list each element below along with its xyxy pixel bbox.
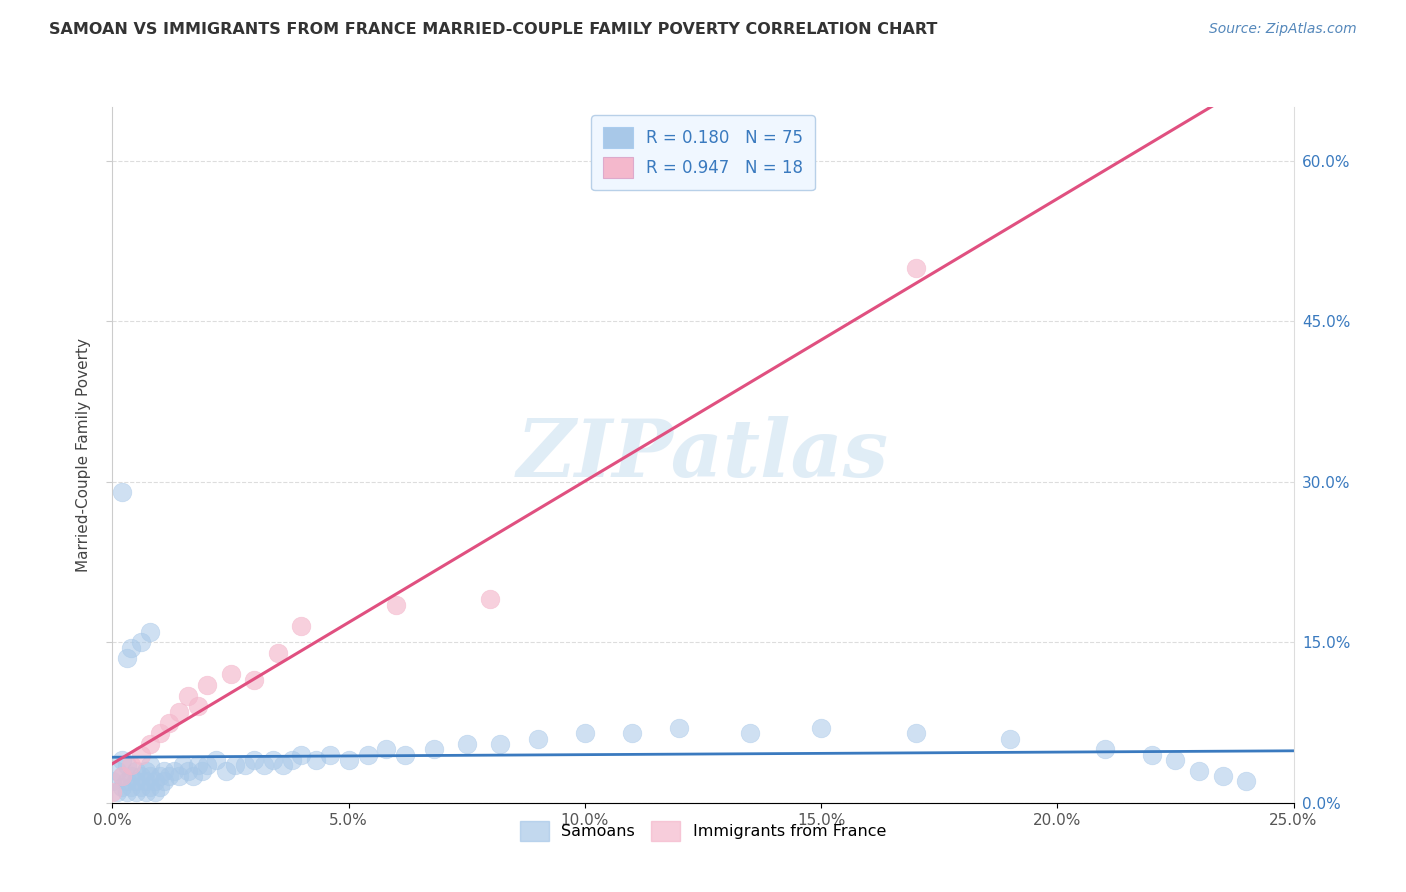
Point [101,774,124,789]
Point [167,769,190,783]
Point [1140,747,1163,762]
Point [224,758,246,772]
Point [290,747,312,762]
Y-axis label: Married-Couple Family Poverty: Married-Couple Family Poverty [76,338,91,572]
Point [177,689,200,703]
Point [422,742,444,756]
Point [153,764,176,778]
Point [135,764,157,778]
Point [281,753,304,767]
Text: SAMOAN VS IMMIGRANTS FROM FRANCE MARRIED-COUPLE FAMILY POVERTY CORRELATION CHART: SAMOAN VS IMMIGRANTS FROM FRANCE MARRIED… [49,22,938,37]
Point [153,774,176,789]
Point [157,769,180,783]
Point [1164,753,1187,767]
Point [139,780,162,794]
Point [125,785,148,799]
Point [904,260,927,275]
Point [139,769,162,783]
Text: Source: ZipAtlas.com: Source: ZipAtlas.com [1209,22,1357,37]
Point [267,646,290,660]
Point [215,764,238,778]
Point [120,640,142,655]
Point [526,731,548,746]
Point [243,673,266,687]
Point [177,764,200,778]
Point [125,774,148,789]
Point [337,753,360,767]
Point [129,769,152,783]
Point [621,726,644,740]
Point [163,764,186,778]
Point [143,774,166,789]
Point [129,747,152,762]
Point [233,758,256,772]
Point [356,747,378,762]
Point [385,598,408,612]
Point [668,721,690,735]
Point [149,726,172,740]
Point [111,769,134,783]
Point [375,742,398,756]
Point [219,667,242,681]
Legend: Samoans, Immigrants from France: Samoans, Immigrants from France [513,814,893,847]
Point [129,780,152,794]
Point [271,758,294,772]
Point [489,737,512,751]
Point [120,758,142,772]
Point [111,780,134,794]
Point [111,485,134,500]
Point [105,785,128,799]
Point [143,785,166,799]
Point [125,764,148,778]
Point [1188,764,1211,778]
Point [181,769,204,783]
Point [172,758,194,772]
Point [243,753,266,767]
Point [456,737,478,751]
Point [253,758,276,772]
Point [135,774,157,789]
Point [319,747,342,762]
Point [998,731,1021,746]
Point [740,726,762,740]
Point [290,619,312,633]
Point [1212,769,1234,783]
Point [115,758,138,772]
Point [129,635,152,649]
Point [101,785,124,799]
Point [149,780,172,794]
Text: ZIPatlas: ZIPatlas [517,417,889,493]
Point [1234,774,1257,789]
Point [105,764,128,778]
Point [195,678,218,692]
Point [139,737,162,751]
Point [139,758,162,772]
Point [135,785,157,799]
Point [195,758,218,772]
Point [394,747,416,762]
Point [262,753,284,767]
Point [115,785,138,799]
Point [205,753,228,767]
Point [1094,742,1116,756]
Point [304,753,326,767]
Point [111,753,134,767]
Point [186,699,208,714]
Point [120,769,142,783]
Point [115,651,138,665]
Point [149,769,172,783]
Point [157,715,180,730]
Point [191,764,214,778]
Point [139,624,162,639]
Point [574,726,596,740]
Point [186,758,208,772]
Point [904,726,927,740]
Point [810,721,832,735]
Point [120,780,142,794]
Point [167,705,190,719]
Point [479,592,502,607]
Point [115,774,138,789]
Point [111,769,134,783]
